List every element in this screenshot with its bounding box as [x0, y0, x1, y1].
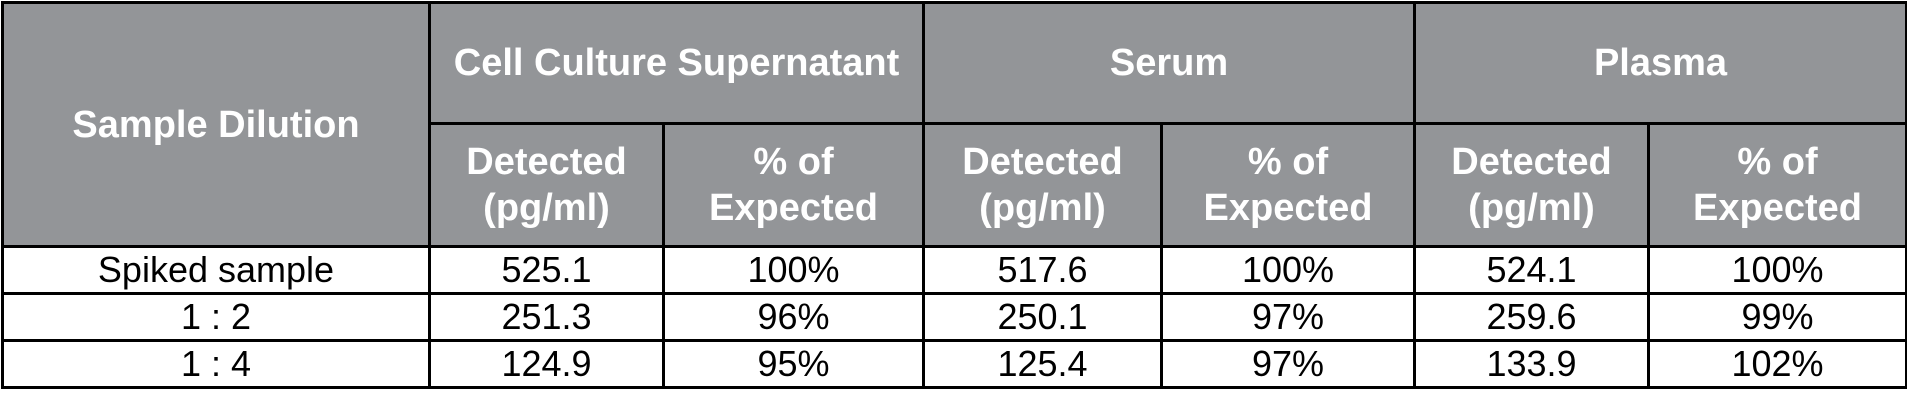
table: Sample Dilution Cell Culture Supernatant S…: [1, 1, 1907, 389]
cell: 259.6: [1413, 292, 1650, 342]
data-row: 1 : 4 124.9 95% 125.4 97% 133.9 102%: [1, 339, 1907, 389]
cell: 125.4: [922, 339, 1163, 389]
cell: 100%: [662, 245, 925, 295]
cell: 1 : 4: [1, 339, 431, 389]
cell: 133.9: [1413, 339, 1650, 389]
cell: 124.9: [428, 339, 665, 389]
cell: 100%: [1160, 245, 1416, 295]
cell: 524.1: [1413, 245, 1650, 295]
header-row: Detected (pg/ml)% of Expected Detected (p…: [3, 122, 1907, 248]
cell: 100%: [1647, 245, 1907, 295]
cell: 517.6: [922, 245, 1163, 295]
column-header: Detected (pg/ml): [922, 122, 1163, 248]
column-header: Detected (pg/ml): [1413, 122, 1650, 248]
cell: 96%: [662, 292, 925, 342]
group-header: Cell Culture Supernatant: [428, 1, 925, 125]
header-row: Sample Dilution Cell Culture Supernatant S…: [1, 1, 1907, 248]
cell: 251.3: [428, 292, 665, 342]
cell: 250.1: [922, 292, 1163, 342]
group-header: Plasma: [1413, 1, 1907, 125]
data-row: Spiked sample 525.1 100% 517.6 100% 524.1 100%: [1, 245, 1907, 295]
cell: 99%: [1647, 292, 1907, 342]
column-header: % of Expected: [1160, 122, 1416, 248]
group-header: Serum: [922, 1, 1416, 125]
cell: 97%: [1160, 292, 1416, 342]
column-header: % of Expected: [1647, 122, 1907, 248]
column-header: % of Expected: [662, 122, 925, 248]
cell: Spiked sample: [1, 245, 431, 295]
data-row: 1 : 2 251.3 96% 250.1 97% 259.6 99%: [1, 292, 1907, 342]
column-header: Detected (pg/ml): [428, 122, 665, 248]
cell: 95%: [662, 339, 925, 389]
cell: 1 : 2: [1, 292, 431, 342]
cell: 97%: [1160, 339, 1416, 389]
header-cell: Sample Dilution: [1, 1, 431, 248]
cell: 102%: [1647, 339, 1907, 389]
cell: 525.1: [428, 245, 665, 295]
